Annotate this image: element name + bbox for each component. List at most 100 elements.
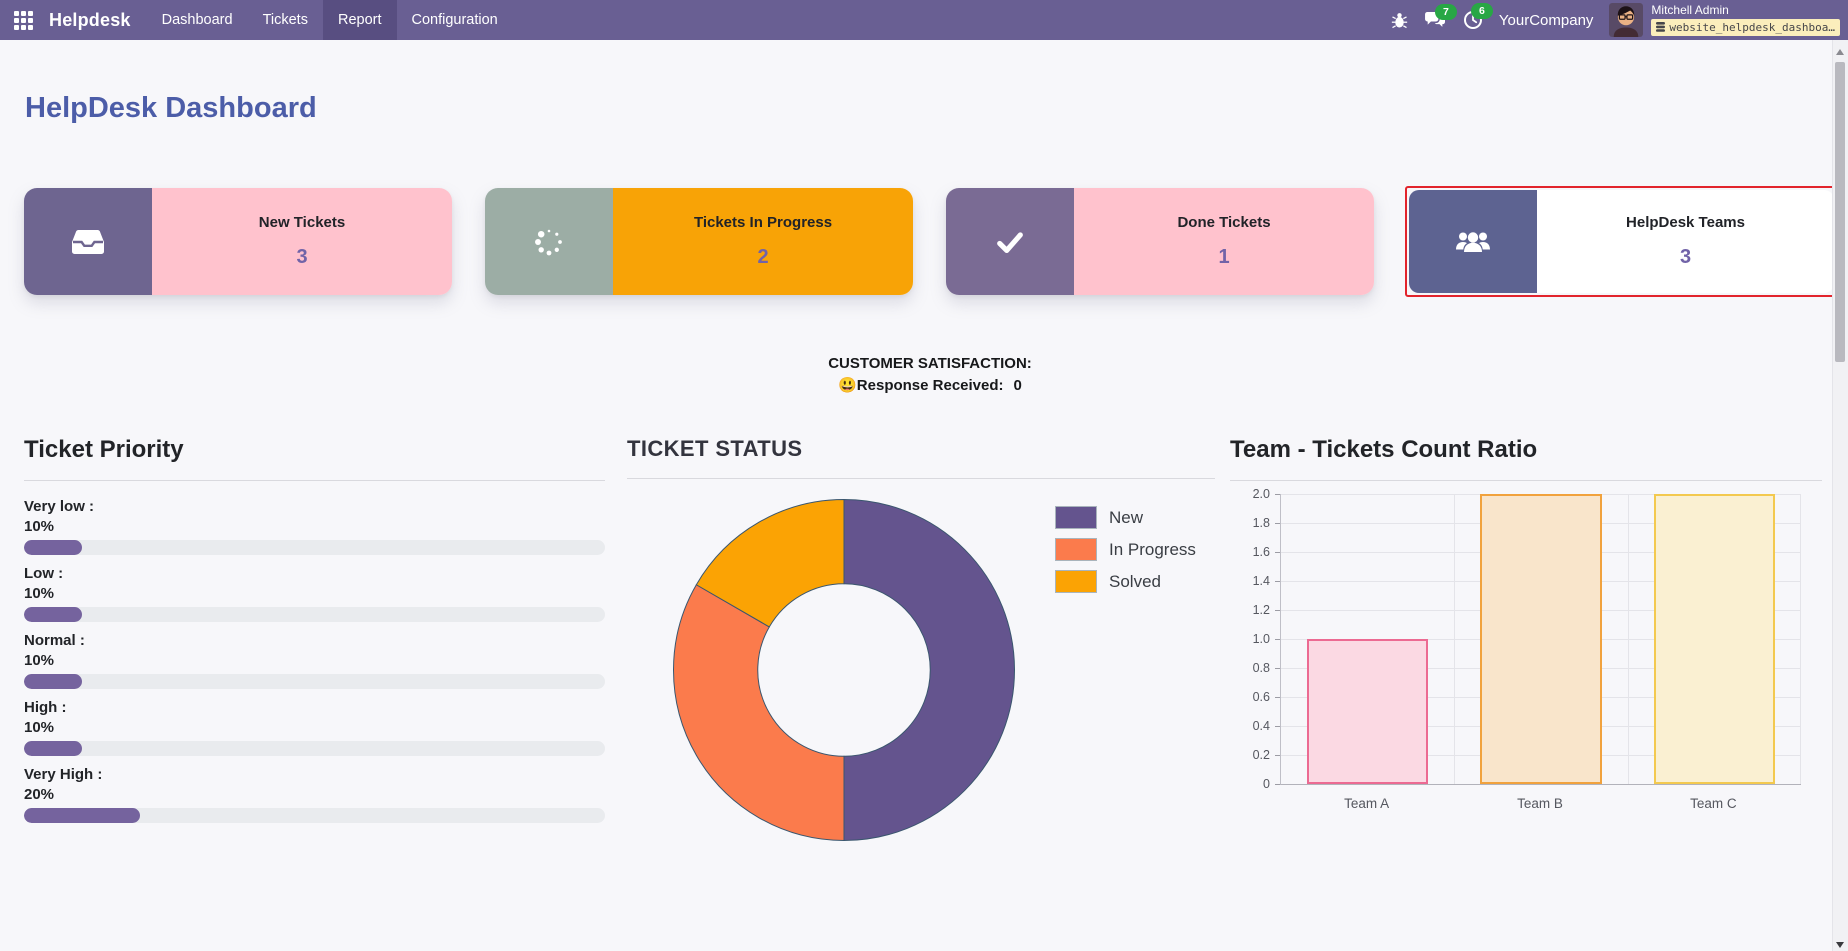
page-scrollbar[interactable]: [1832, 40, 1848, 951]
activities-clock-icon[interactable]: 6: [1463, 3, 1493, 30]
y-tick-label: 1.4: [1252, 574, 1270, 588]
kpi-card-done-tickets[interactable]: Done Tickets 1: [946, 188, 1374, 295]
priority-progress-bar: [24, 607, 605, 622]
messages-badge: 7: [1434, 3, 1457, 20]
priority-percent: 10%: [24, 652, 55, 669]
menu-configuration[interactable]: Configuration: [411, 12, 498, 28]
kpi-card-tickets-in-progress[interactable]: Tickets In Progress 2: [485, 188, 913, 295]
menu-report[interactable]: Report: [322, 0, 397, 40]
legend-item-in-progress[interactable]: In Progress: [1055, 538, 1196, 561]
priority-progress-fill: [24, 540, 83, 555]
response-received-value: 0: [1013, 377, 1022, 394]
smiley-icon: 😃: [838, 377, 857, 394]
priority-progress-fill: [24, 674, 83, 689]
y-tick-label: 1.0: [1252, 632, 1270, 646]
v-gridline: [1627, 494, 1629, 784]
user-text: Mitchell Admin website_helpdesk_dashboa…: [1651, 4, 1840, 36]
ticket-priority-list: Very low : 10% Low : 10% Normal : 10% High : 10…: [24, 497, 605, 823]
legend-item-new[interactable]: New: [1055, 506, 1196, 529]
priority-percent: 20%: [24, 786, 55, 803]
scrollbar-thumb[interactable]: [1835, 62, 1845, 362]
priority-label: Very low :: [24, 498, 95, 515]
scroll-up-arrow-icon[interactable]: [1836, 49, 1844, 55]
team-ratio-bar-chart: 0 0.2 0.4 0.6 0.8 1.0 1.2 1.4 1.6 1.8 2.0 Team A Tea…: [1230, 484, 1822, 824]
apps-grid-icon: [14, 10, 33, 30]
x-tick-label: Team A: [1344, 796, 1390, 811]
kpi-card-body: Done Tickets 1: [1074, 188, 1374, 295]
donut-svg: [673, 498, 1015, 842]
y-tick-label: 1.8: [1252, 516, 1270, 530]
ticket-status-legend: New In Progress Solved: [1055, 506, 1196, 602]
kpi-label: New Tickets: [258, 214, 346, 231]
users-icon: [1409, 190, 1537, 293]
ticket-priority-section: Ticket Priority Very low :10% Low :10% Nor…: [24, 436, 605, 832]
kpi-card-helpdesk-teams[interactable]: HelpDesk Teams 3: [1409, 190, 1834, 293]
y-tick-mark: [1275, 668, 1280, 669]
v-gridline: [1454, 494, 1456, 784]
bar-team-c: [1653, 494, 1775, 784]
y-tick-mark: [1275, 726, 1280, 727]
kpi-value: 1: [1218, 246, 1230, 268]
priority-label: Low :: [24, 565, 64, 582]
priority-progress-fill: [24, 741, 83, 756]
y-tick-label: 2.0: [1252, 487, 1270, 501]
kpi-label: HelpDesk Teams: [1626, 214, 1745, 231]
y-tick-label: 0.8: [1252, 661, 1270, 675]
y-tick-label: 1.6: [1252, 545, 1270, 559]
legend-swatch: [1055, 570, 1097, 593]
x-tick-label: Team C: [1690, 796, 1737, 811]
y-tick-label: 0.4: [1252, 719, 1270, 733]
legend-item-solved[interactable]: Solved: [1055, 570, 1196, 593]
kpi-label: Done Tickets: [1177, 214, 1271, 231]
priority-progress-bar: [24, 540, 605, 555]
company-switcher[interactable]: YourCompany: [1498, 11, 1594, 29]
priority-label: High :: [24, 699, 67, 716]
inbox-icon: [24, 188, 152, 295]
kpi-card-body: HelpDesk Teams 3: [1537, 190, 1834, 293]
database-icon: [1656, 22, 1666, 32]
y-tick-label: 0.2: [1252, 748, 1270, 762]
priority-entry: Very low : 10%: [24, 497, 605, 555]
kpi-value: 3: [1679, 246, 1692, 268]
priority-progress-bar: [24, 741, 605, 756]
kpi-card-helpdesk-teams-highlight: HelpDesk Teams 3: [1405, 186, 1838, 297]
satisfaction-line: 😃Response Received: 0: [0, 376, 1848, 394]
y-tick-mark: [1275, 494, 1280, 495]
menu-tickets[interactable]: Tickets: [262, 12, 308, 28]
priority-percent: 10%: [24, 719, 55, 736]
priority-progress-fill: [24, 607, 83, 622]
apps-menu-button[interactable]: [0, 0, 45, 40]
messages-icon[interactable]: 7: [1424, 3, 1457, 30]
satisfaction-heading: CUSTOMER SATISFACTION:: [828, 355, 1032, 372]
priority-entry: Low : 10%: [24, 564, 605, 622]
check-icon: [946, 188, 1074, 295]
user-menu[interactable]: Mitchell Admin website_helpdesk_dashboa…: [1609, 3, 1840, 37]
kpi-label: Tickets In Progress: [693, 214, 833, 231]
menu-dashboard[interactable]: Dashboard: [161, 12, 233, 28]
bar-plot-area: [1280, 494, 1801, 785]
y-tick-mark: [1275, 581, 1280, 582]
scroll-down-arrow-icon[interactable]: [1836, 942, 1844, 948]
kpi-card-body: New Tickets 3: [152, 188, 452, 295]
app-brand[interactable]: Helpdesk: [49, 9, 131, 30]
kpi-card-body: Tickets In Progress 2: [613, 188, 913, 295]
priority-entry: High : 10%: [24, 698, 605, 756]
y-tick-label: 1.2: [1252, 603, 1270, 617]
donut-slice-new: [843, 498, 1015, 842]
activities-badge: 6: [1470, 3, 1493, 19]
donut-slice-solved: [695, 498, 845, 628]
legend-label: In Progress: [1109, 539, 1196, 559]
team-ratio-title: Team - Tickets Count Ratio: [1230, 436, 1822, 481]
bar-team-b: [1480, 494, 1602, 784]
navbar-right: 7 6 YourCompany Mitchell Admin website_h…: [1391, 0, 1848, 40]
y-tick-label: 0: [1263, 777, 1270, 791]
legend-swatch: [1055, 506, 1097, 529]
kpi-card-new-tickets[interactable]: New Tickets 3: [24, 188, 452, 295]
y-tick-mark: [1275, 610, 1280, 611]
y-tick-label: 0.6: [1252, 690, 1270, 704]
user-name: Mitchell Admin: [1651, 3, 1729, 17]
bar-team-a: [1307, 639, 1429, 784]
debug-bug-icon[interactable]: [1391, 12, 1408, 29]
priority-entry: Normal : 10%: [24, 631, 605, 689]
